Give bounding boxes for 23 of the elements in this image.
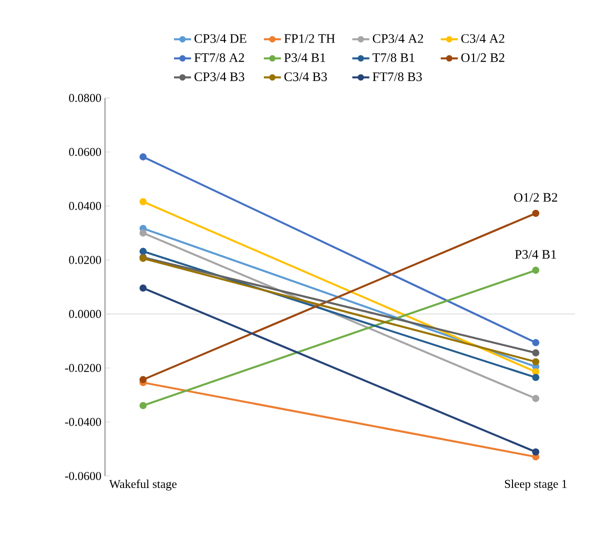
legend-label: O1/2 B2 [461, 53, 504, 62]
annotation: O1/2 B2 [514, 193, 558, 202]
y-tick-label: -0.0200 [65, 364, 102, 372]
legend-label: FT7/8 B3 [372, 72, 422, 82]
y-tick-label: 0.0600 [69, 148, 102, 156]
legend-label: CP3/4 A2 [372, 34, 424, 43]
y-tick-label: -0.0400 [65, 418, 102, 426]
legend-label: CP3/4 DE [194, 34, 246, 43]
y-tick-label: 0.0400 [69, 202, 102, 210]
legend-label: CP3/4 B3 [194, 72, 244, 82]
legend-label: FT7/8 A2 [194, 53, 244, 62]
x-tick-label: Sleep stage 1 [504, 480, 567, 490]
legend-label: P3/4 B1 [284, 53, 326, 62]
x-tick-label: Wakeful stage [109, 480, 177, 491]
legend-label: C3/4 A2 [461, 34, 504, 43]
y-tick-label: 0.0200 [69, 256, 102, 264]
legend-label: FP1/2 TH [284, 34, 335, 43]
legend-label: T7/8 B1 [372, 53, 414, 62]
y-tick-label: 0.0800 [69, 94, 102, 102]
y-tick-label: 0.0000 [69, 310, 102, 318]
legend-label: C3/4 B3 [284, 72, 327, 82]
y-tick-label: -0.0600 [65, 472, 102, 480]
annotation: P3/4 B1 [515, 250, 556, 259]
